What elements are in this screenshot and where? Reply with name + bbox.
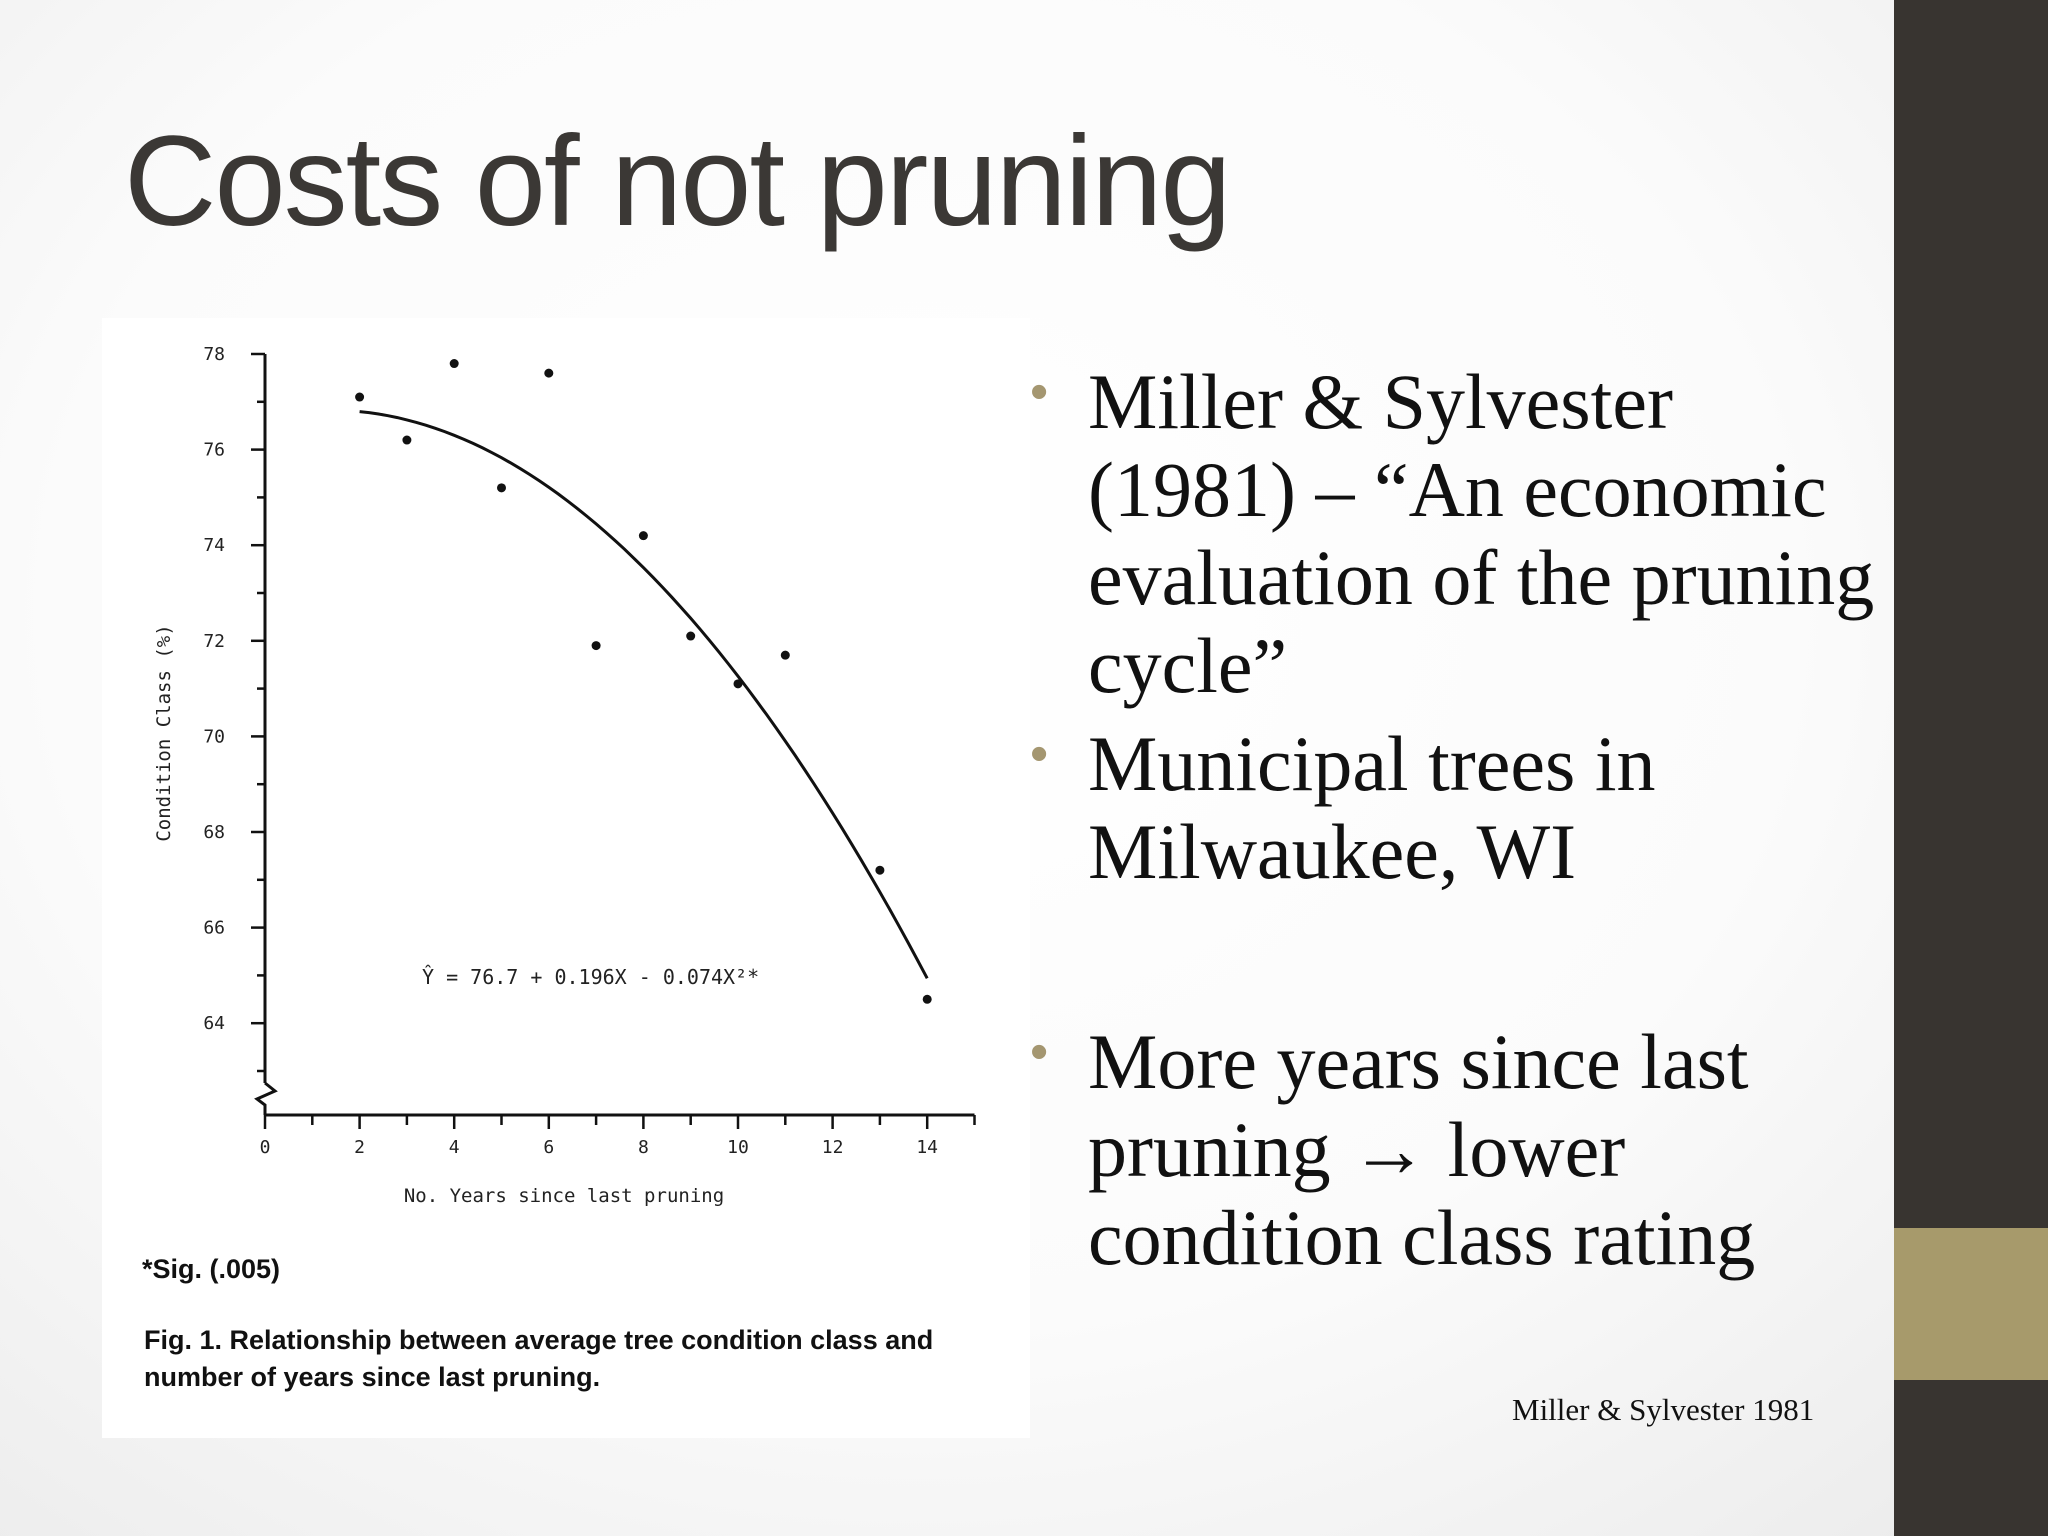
data-point [402,435,412,445]
bullet-text: More years since last pruning → lower co… [1088,1018,1756,1281]
data-point [638,531,648,541]
data-point [544,368,554,378]
y-axis-break [254,1081,278,1115]
y-tick-label: 74 [203,535,225,556]
bullet-text: Municipal trees in Milwaukee, WI [1088,720,1656,895]
data-point [591,641,601,651]
fitted-curve [359,410,929,980]
data-point [686,631,696,641]
bullet-dot-icon: • [1030,1023,1049,1081]
data-point [733,679,743,689]
bullet-dot-icon: • [1030,725,1049,783]
data-point [780,650,790,660]
x-tick-label: 12 [822,1137,844,1158]
sidebar-accent-block [1894,1228,2048,1380]
regression-equation-label: Ŷ = 76.7 + 0.196X - 0.074X²* [422,965,759,989]
data-point [449,359,459,369]
data-point [355,392,365,402]
x-tick-label: 10 [727,1137,749,1158]
figure-panel: 64 66 68 70 72 74 76 78 0 2 4 6 8 10 12 14 Condition Cl… [102,318,1030,1438]
figure-caption: Fig. 1. Relationship between average tre… [144,1325,934,1392]
y-tick-label: 76 [203,440,225,461]
x-tick-label: 8 [638,1137,649,1158]
bullet-dot-icon: • [1030,363,1049,421]
data-point [875,865,885,875]
slide-title: Costs of not pruning [124,110,1232,253]
y-tick-label: 66 [203,918,225,939]
y-tick-label: 78 [203,344,225,365]
y-tick-label: 72 [203,631,225,652]
citation-text: Miller & Sylvester 1981 [1512,1392,1815,1427]
x-tick-label: 0 [260,1137,271,1158]
x-tick-label: 14 [916,1137,938,1158]
significance-note: *Sig. (.005) [142,1254,281,1284]
bullet-text: Miller & Sylvester (1981) – “An economic… [1088,358,1875,709]
x-axis-label: No. Years since last pruning [404,1185,724,1207]
y-tick-label: 70 [203,726,225,747]
y-tick-label: 68 [203,822,225,843]
x-tick-label: 6 [543,1137,554,1158]
data-point [497,483,506,493]
data-point [922,994,932,1004]
x-tick-label: 4 [449,1137,460,1158]
y-axis-label: Condition Class (%) [153,624,175,841]
y-tick-label: 64 [203,1013,225,1034]
x-tick-label: 2 [354,1137,365,1158]
